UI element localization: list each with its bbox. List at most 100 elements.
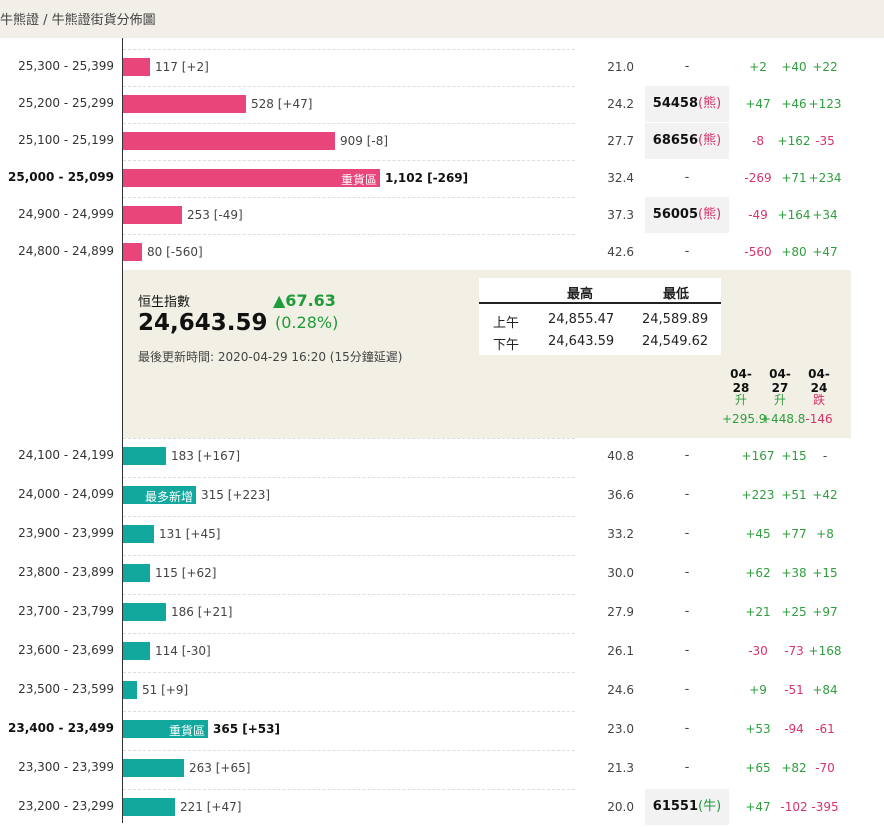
- index-panel: 恒生指數 24,643.59 ▲67.63 (0.28%) 最後更新時間: 20…: [123, 270, 851, 438]
- bull-bar[interactable]: [123, 132, 335, 150]
- ticker-cell[interactable]: 56005(熊): [645, 197, 729, 233]
- bear-bar[interactable]: [123, 681, 137, 699]
- daily-change-1: +47: [745, 800, 771, 814]
- low-header: 最低: [663, 287, 690, 302]
- daily-change-2: +15: [781, 449, 807, 463]
- daily-change-2: +162: [777, 134, 811, 148]
- chart-axis: [122, 38, 123, 823]
- daily-change-1: -560: [744, 245, 772, 259]
- value-cell: 42.6: [607, 245, 634, 259]
- bull-row: 24,900 - 24,999 253 [-49] 37.3 56005(熊) -49 +…: [0, 197, 884, 235]
- bear-bar[interactable]: [123, 525, 154, 543]
- quantity-label: 183 [+167]: [171, 449, 241, 463]
- bull-bar[interactable]: [123, 58, 150, 76]
- ticker-cell: -: [684, 526, 690, 541]
- daily-change-3: +47: [812, 245, 838, 259]
- strike-range: 24,900 - 24,999: [18, 207, 114, 221]
- index-name: 恒生指數: [138, 295, 191, 310]
- daily-change-3: +97: [812, 605, 838, 619]
- daily-change-2: +40: [781, 60, 807, 74]
- row-divider: [123, 86, 575, 87]
- ticker-cell: -: [684, 604, 690, 619]
- strike-range: 23,700 - 23,799: [18, 604, 114, 618]
- quantity-label: 315 [+223]: [201, 488, 271, 502]
- breadcrumb[interactable]: 牛熊證 / 牛熊證街貨分佈圖: [0, 13, 156, 28]
- ticker-cell: -: [684, 244, 690, 259]
- strike-range: 25,300 - 25,399: [18, 59, 114, 73]
- row-divider: [123, 672, 575, 673]
- daily-change-1: +9: [749, 683, 767, 697]
- value-cell: 21.0: [607, 60, 634, 74]
- date-1: 04-28: [730, 367, 752, 395]
- daily-change-1: -8: [752, 134, 764, 148]
- quantity-label: 51 [+9]: [142, 683, 189, 697]
- quantity-label: 365 [+53]: [213, 722, 280, 736]
- daily-change-2: -51: [784, 683, 804, 697]
- bar-tag: 重貨區: [168, 724, 205, 738]
- daily-change-1: +47: [745, 97, 771, 111]
- bull-bar[interactable]: [123, 95, 246, 113]
- bear-bar[interactable]: 重貨區: [123, 720, 208, 738]
- daily-change-1: -49: [748, 208, 768, 222]
- bear-bar[interactable]: [123, 564, 150, 582]
- row-divider: [123, 197, 575, 198]
- bear-bar[interactable]: [123, 642, 150, 660]
- ticker-code[interactable]: 68656: [652, 133, 699, 148]
- bear-row: 23,400 - 23,499 重貨區 365 [+53] 23.0 - +53 -94 -6…: [0, 711, 884, 749]
- row-divider: [123, 438, 575, 439]
- bear-bar[interactable]: [123, 798, 175, 816]
- bear-bar[interactable]: [123, 603, 166, 621]
- ticker-cell: -: [684, 682, 690, 697]
- daily-change-3: -395: [811, 800, 839, 814]
- quantity-label: 263 [+65]: [189, 761, 251, 775]
- pm-label: 下午: [493, 338, 520, 353]
- ticker-type: (熊): [698, 207, 722, 222]
- bull-row: 25,200 - 25,299 528 [+47] 24.2 54458(熊) +47 +…: [0, 86, 884, 124]
- bull-bar[interactable]: [123, 243, 142, 261]
- strike-range: 23,900 - 23,999: [18, 526, 114, 540]
- breadcrumb-bar: 牛熊證 / 牛熊證街貨分佈圖: [0, 0, 884, 38]
- row-divider: [123, 477, 575, 478]
- bear-row: 23,800 - 23,899 115 [+62] 30.0 - +62 +38 +15: [0, 555, 884, 593]
- ticker-code[interactable]: 54458: [652, 96, 699, 111]
- bear-bar[interactable]: [123, 759, 184, 777]
- row-divider: [123, 555, 575, 556]
- strike-range: 25,000 - 25,099: [8, 170, 114, 184]
- direction-3: 跌: [812, 393, 825, 407]
- value-cell: 24.2: [607, 97, 634, 111]
- bull-bar[interactable]: [123, 206, 182, 224]
- ticker-code[interactable]: 61551: [652, 799, 699, 814]
- daily-change-2: +51: [781, 488, 807, 502]
- bear-row: 23,900 - 23,999 131 [+45] 33.2 - +45 +77 +8: [0, 516, 884, 554]
- bear-bar[interactable]: 最多新增: [123, 486, 196, 504]
- bear-row: 23,500 - 23,599 51 [+9] 24.6 - +9 -51 +84: [0, 672, 884, 710]
- strike-range: 23,800 - 23,899: [18, 565, 114, 579]
- daily-change-1: +167: [741, 449, 775, 463]
- ticker-code[interactable]: 56005: [652, 207, 699, 222]
- bear-row: 23,600 - 23,699 114 [-30] 26.1 - -30 -73 +168: [0, 633, 884, 671]
- high-header: 最高: [567, 287, 594, 302]
- date-2: 04-27: [769, 367, 791, 395]
- daily-change-2: +71: [781, 171, 807, 185]
- row-divider: [123, 49, 575, 50]
- am-label: 上午: [493, 316, 520, 331]
- ticker-cell[interactable]: 68656(熊): [645, 123, 729, 159]
- value-cell: 21.3: [607, 761, 634, 775]
- direction-1: 升: [734, 393, 747, 407]
- daily-change-1: +65: [745, 761, 771, 775]
- index-value: 24,643.59: [138, 310, 268, 336]
- ticker-cell[interactable]: 61551(牛): [645, 789, 729, 825]
- am-high: 24,855.47: [548, 312, 615, 327]
- strike-range: 24,000 - 24,099: [18, 487, 114, 501]
- quantity-label: 528 [+47]: [251, 97, 313, 111]
- quantity-label: 80 [-560]: [147, 245, 203, 259]
- value-cell: 27.9: [607, 605, 634, 619]
- ticker-cell[interactable]: 54458(熊): [645, 86, 729, 122]
- daily-change-2: -102: [780, 800, 808, 814]
- daily-change-3: +42: [812, 488, 838, 502]
- bar-tag: 最多新增: [144, 490, 193, 504]
- bull-bar[interactable]: 重貨區: [123, 169, 380, 187]
- value-cell: 36.6: [607, 488, 634, 502]
- bear-bar[interactable]: [123, 447, 166, 465]
- row-divider: [123, 160, 575, 161]
